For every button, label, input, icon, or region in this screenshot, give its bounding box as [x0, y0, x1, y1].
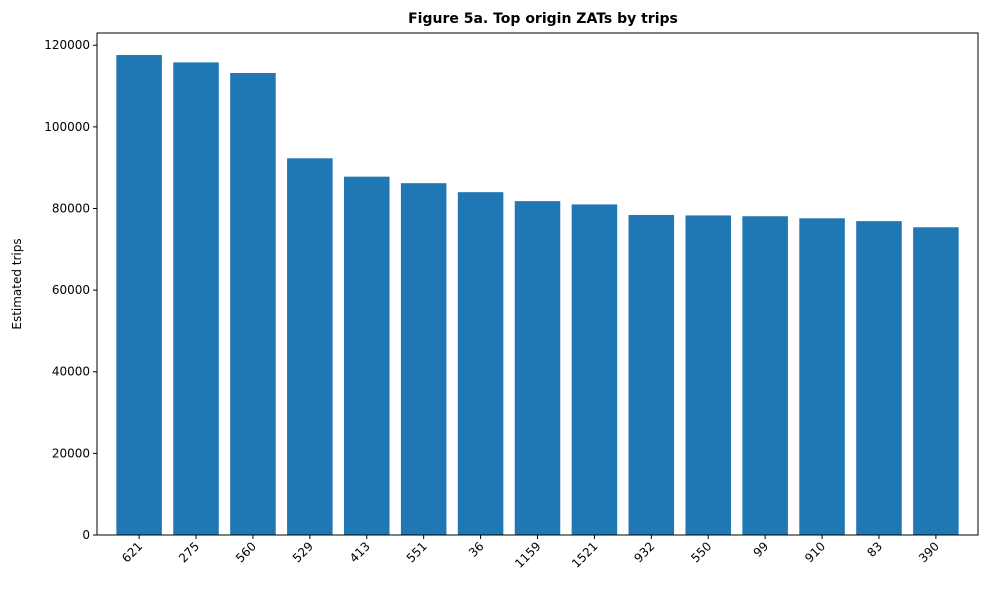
y-tick-label: 40000: [52, 365, 90, 379]
bar-99: [742, 216, 788, 535]
bar-36: [457, 192, 504, 536]
chart-title: Figure 5a. Top origin ZATs by trips: [408, 11, 678, 27]
bar-621: [116, 55, 162, 535]
x-tick-label: 275: [176, 539, 202, 565]
bar-1159: [514, 201, 561, 535]
x-tick-label: 36: [466, 539, 487, 560]
x-axis-ticks: 621 275 560 529 413 551 36 1159 1521 932 550 99 910 8…: [119, 535, 942, 571]
bar-932: [628, 215, 675, 536]
x-tick-label: 529: [290, 539, 316, 565]
x-tick-label: 390: [916, 539, 942, 565]
y-axis-ticks: 0 20000 40000 60000 80000 100000 120000: [44, 38, 97, 542]
x-tick-label: 83: [864, 539, 885, 560]
bar-910: [799, 218, 845, 535]
y-tick-label: 0: [82, 528, 90, 542]
bar-560: [230, 72, 276, 535]
y-tick-label: 20000: [52, 446, 90, 460]
x-tick-label: 910: [802, 539, 828, 565]
x-tick-label: 1521: [569, 539, 600, 570]
y-tick-label: 60000: [52, 283, 90, 297]
x-tick-label: 560: [233, 539, 259, 565]
bar-275: [173, 62, 219, 535]
x-tick-label: 621: [119, 539, 145, 565]
plot-frame: [96, 32, 979, 536]
x-tick-label: 1159: [512, 539, 543, 570]
bar-550: [685, 215, 732, 535]
bar-390: [913, 227, 959, 536]
y-tick-label: 80000: [52, 201, 90, 215]
bar-1521: [571, 204, 618, 536]
bar-551: [400, 183, 447, 535]
x-tick-label: 551: [404, 539, 430, 565]
y-axis-label: Estimated trips: [10, 238, 24, 329]
bars-layer: [116, 55, 959, 536]
x-tick-label: 413: [347, 539, 373, 565]
bar-529: [287, 158, 333, 535]
y-tick-label: 120000: [44, 38, 90, 52]
y-tick-label: 100000: [44, 120, 90, 134]
bar-83: [856, 221, 902, 536]
x-tick-label: 550: [688, 539, 714, 565]
x-tick-label: 99: [751, 539, 772, 560]
bar-413: [343, 176, 390, 535]
x-tick-label: 932: [631, 539, 657, 565]
